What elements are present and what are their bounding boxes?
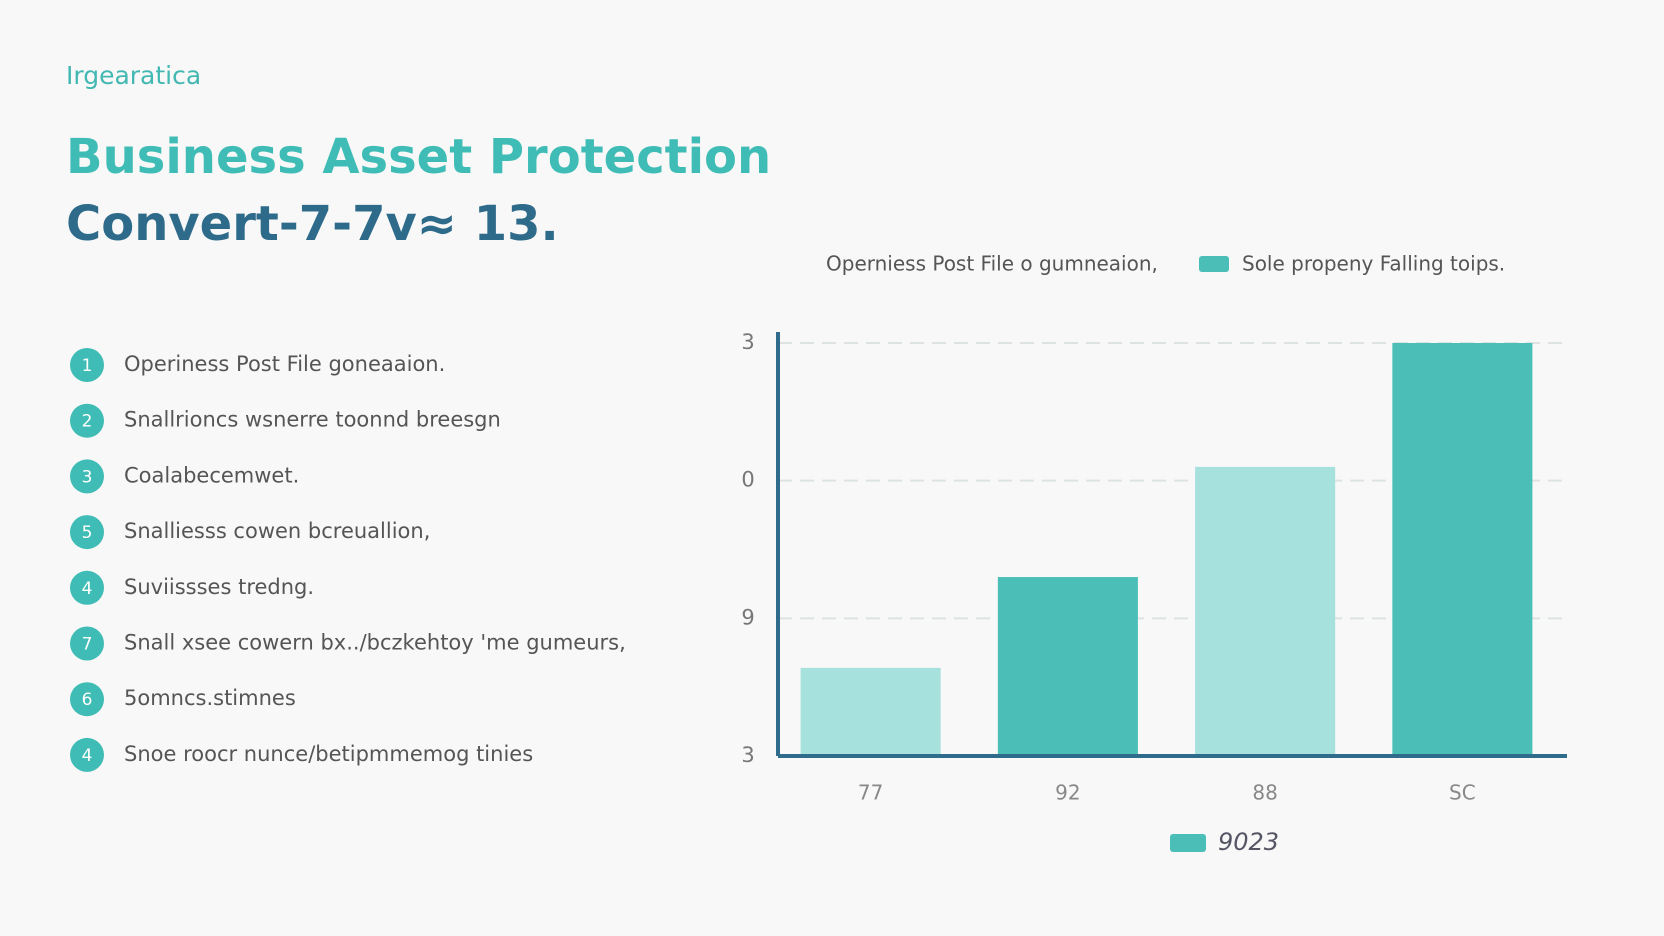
x-tick-label: 88 <box>1252 781 1277 805</box>
list-text: Coalabecemwet. <box>124 463 299 487</box>
y-tick-label: 0 <box>741 468 754 492</box>
list-text: Suviissses tredng. <box>124 575 314 599</box>
legend-swatch <box>1170 834 1206 852</box>
list-number: 3 <box>82 467 93 487</box>
legend-label: 9023 <box>1218 828 1279 856</box>
x-tick-label: 92 <box>1055 781 1080 805</box>
x-tick-label: 77 <box>858 781 883 805</box>
title: Business Asset Protection <box>66 129 771 185</box>
bar <box>1195 466 1336 756</box>
list-text: Snall xsee cowern bx../bczkehtoy 'me gum… <box>124 631 626 655</box>
bar <box>800 667 941 756</box>
list-badge <box>70 682 104 717</box>
brand: Irgearatica <box>66 61 201 90</box>
list-text: Snalliesss cowen bcreuallion, <box>124 519 430 543</box>
list-badge <box>70 348 104 382</box>
y-tick-label: 3 <box>741 330 754 354</box>
chart-subtitle: Operniess Post File o gumneaion, <box>826 252 1158 276</box>
list-number: 4 <box>82 579 93 599</box>
legend-label: Sole propeny Falling toips. <box>1242 252 1505 276</box>
list-number: 2 <box>82 412 93 432</box>
list-number: 6 <box>82 690 93 710</box>
list-number: 5 <box>82 523 93 543</box>
list-badge <box>70 626 104 661</box>
list-text: Snoe roocr nunce/betipmmemog tinies <box>124 742 533 766</box>
list-badge <box>70 737 104 772</box>
y-tick-label: 9 <box>741 605 754 629</box>
bar <box>1392 343 1533 756</box>
bar <box>997 577 1138 756</box>
x-tick-label: SC <box>1449 781 1476 805</box>
list-text: Operiness Post File goneaaion. <box>124 352 445 376</box>
list-badge <box>70 515 104 550</box>
y-tick-label: 3 <box>741 743 754 767</box>
list-number: 7 <box>82 635 93 655</box>
list-number: 1 <box>82 356 93 376</box>
list-text: 5omncs.stimnes <box>124 686 296 710</box>
list-badge <box>70 459 104 494</box>
legend-swatch <box>1199 256 1229 272</box>
list-text: Snallrioncs wsnerre toonnd breesgn <box>124 408 501 432</box>
list-badge <box>70 403 104 438</box>
list-number: 4 <box>82 746 93 766</box>
subtitle: Convert-7-7v≈ 13. <box>66 196 559 252</box>
list-badge <box>70 570 104 605</box>
